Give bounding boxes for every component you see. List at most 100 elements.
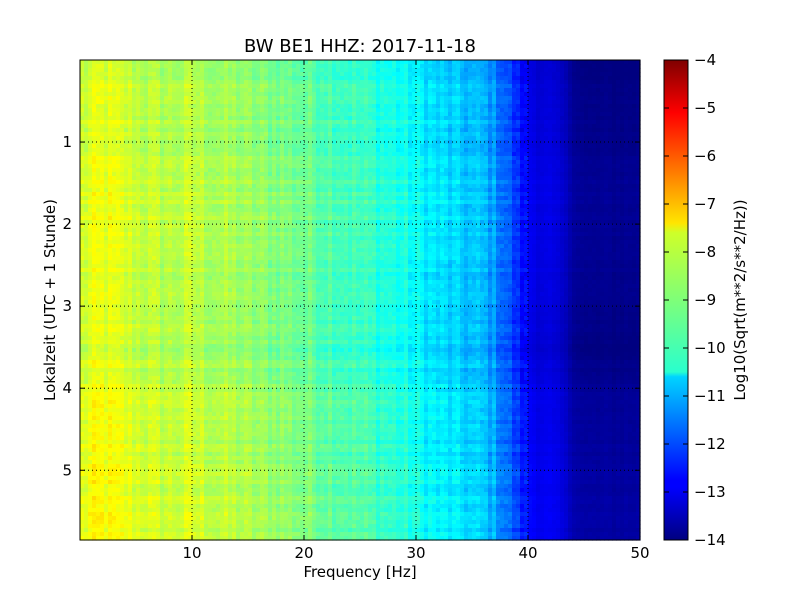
- heatmap-cell: [368, 148, 373, 153]
- heatmap-cell: [568, 120, 573, 125]
- heatmap-cell: [268, 128, 273, 133]
- heatmap-cell: [264, 100, 269, 105]
- heatmap-cell: [344, 192, 349, 197]
- heatmap-cell: [108, 144, 113, 149]
- heatmap-cell: [180, 108, 185, 113]
- heatmap-cell: [200, 192, 205, 197]
- heatmap-cell: [608, 60, 613, 65]
- heatmap-cell: [404, 192, 409, 197]
- heatmap-cell: [216, 84, 221, 89]
- heatmap-cell: [540, 180, 545, 185]
- heatmap-cell: [324, 88, 329, 93]
- heatmap-cell: [256, 184, 261, 189]
- heatmap-cell: [384, 104, 389, 109]
- heatmap-cell: [120, 192, 125, 197]
- heatmap-cell: [604, 156, 609, 161]
- heatmap-cell: [312, 128, 317, 133]
- heatmap-cell: [224, 144, 229, 149]
- heatmap-cell: [112, 120, 117, 125]
- heatmap-cell: [396, 140, 401, 145]
- heatmap-cell: [172, 124, 177, 129]
- heatmap-cell: [392, 112, 397, 117]
- heatmap-cell: [332, 96, 337, 101]
- heatmap-cell: [384, 76, 389, 81]
- heatmap-cell: [520, 108, 525, 113]
- heatmap-cell: [192, 68, 197, 73]
- heatmap-cell: [176, 124, 181, 129]
- heatmap-cell: [240, 196, 245, 201]
- heatmap-cell: [604, 176, 609, 181]
- heatmap-cell: [184, 156, 189, 161]
- heatmap-cell: [188, 136, 193, 141]
- heatmap-cell: [336, 108, 341, 113]
- heatmap-cell: [400, 112, 405, 117]
- heatmap-cell: [428, 148, 433, 153]
- heatmap-cell: [584, 180, 589, 185]
- heatmap-cell: [504, 132, 509, 137]
- heatmap-cell: [128, 192, 133, 197]
- heatmap-cell: [516, 84, 521, 89]
- heatmap-cell: [424, 96, 429, 101]
- heatmap-cell: [412, 68, 417, 73]
- heatmap-cell: [444, 184, 449, 189]
- heatmap-cell: [608, 184, 613, 189]
- heatmap-cell: [468, 180, 473, 185]
- heatmap-cell: [556, 68, 561, 73]
- heatmap-cell: [600, 180, 605, 185]
- heatmap-cell: [456, 152, 461, 157]
- heatmap-cell: [492, 168, 497, 173]
- heatmap-cell: [172, 132, 177, 137]
- heatmap-cell: [252, 68, 257, 73]
- heatmap-cell: [420, 100, 425, 105]
- heatmap-cell: [456, 148, 461, 153]
- heatmap-cell: [340, 156, 345, 161]
- heatmap-cell: [96, 60, 101, 65]
- heatmap-cell: [184, 120, 189, 125]
- heatmap-cell: [572, 112, 577, 117]
- heatmap-cell: [508, 168, 513, 173]
- heatmap-cell: [280, 92, 285, 97]
- heatmap-cell: [368, 112, 373, 117]
- heatmap-cell: [592, 160, 597, 165]
- heatmap-cell: [340, 68, 345, 73]
- heatmap-cell: [468, 96, 473, 101]
- heatmap-cell: [576, 72, 581, 77]
- heatmap-cell: [608, 116, 613, 121]
- heatmap-cell: [228, 108, 233, 113]
- heatmap-cell: [80, 104, 85, 109]
- heatmap-cell: [140, 60, 145, 65]
- heatmap-cell: [500, 60, 505, 65]
- heatmap-cell: [244, 104, 249, 109]
- heatmap-cell: [232, 160, 237, 165]
- heatmap-cell: [312, 196, 317, 201]
- heatmap-cell: [376, 84, 381, 89]
- heatmap-cell: [108, 140, 113, 145]
- heatmap-cell: [296, 136, 301, 141]
- heatmap-cell: [520, 124, 525, 129]
- heatmap-cell: [540, 136, 545, 141]
- heatmap-cell: [492, 148, 497, 153]
- heatmap-cell: [180, 156, 185, 161]
- heatmap-cell: [292, 156, 297, 161]
- heatmap-cell: [528, 176, 533, 181]
- heatmap-cell: [448, 196, 453, 201]
- heatmap-cell: [564, 76, 569, 81]
- heatmap-cell: [496, 136, 501, 141]
- heatmap-cell: [136, 156, 141, 161]
- heatmap-cell: [600, 64, 605, 69]
- heatmap-cell: [444, 120, 449, 125]
- heatmap-cell: [244, 68, 249, 73]
- heatmap-cell: [596, 116, 601, 121]
- heatmap-cell: [124, 200, 129, 205]
- heatmap-cell: [252, 100, 257, 105]
- heatmap-cell: [172, 168, 177, 173]
- heatmap-cell: [228, 128, 233, 133]
- heatmap-cell: [296, 112, 301, 117]
- heatmap-cell: [496, 80, 501, 85]
- heatmap-cell: [408, 180, 413, 185]
- heatmap-cell: [388, 76, 393, 81]
- heatmap-cell: [228, 168, 233, 173]
- heatmap-cell: [356, 184, 361, 189]
- heatmap-cell: [196, 184, 201, 189]
- heatmap-cell: [424, 188, 429, 193]
